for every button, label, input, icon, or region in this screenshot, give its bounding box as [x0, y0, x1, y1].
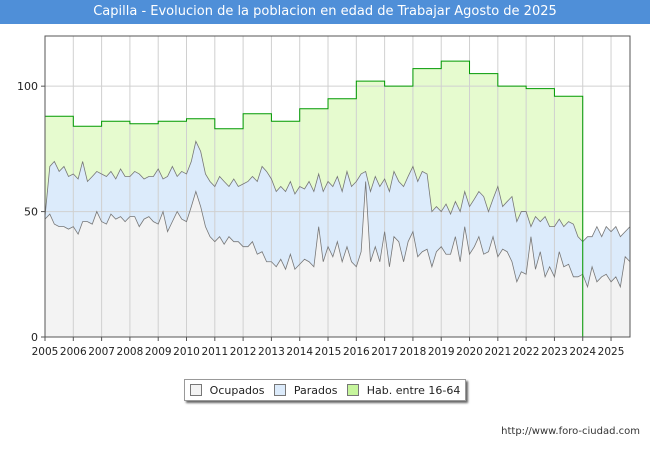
legend-label-hab: Hab. entre 16-64 — [366, 383, 461, 397]
x-tick-label: 2019 — [428, 346, 455, 358]
chart-legend: Ocupados Parados Hab. entre 16-64 — [184, 379, 466, 401]
series-hab-line — [45, 60, 630, 338]
legend-label-parados: Parados — [293, 383, 338, 397]
x-tick-label: 2022 — [513, 346, 540, 358]
y-tick-label: 0 — [31, 331, 38, 344]
x-tick-label: 2016 — [343, 346, 370, 358]
series-ocupados-line — [44, 181, 631, 289]
y-tick-label: 50 — [24, 206, 38, 219]
series-parados-line — [44, 140, 631, 243]
x-tick-label: 2009 — [145, 346, 172, 358]
x-tick-label: 2014 — [286, 346, 313, 358]
legend-swatch-parados — [273, 384, 286, 396]
legend-item-ocupados: Ocupados — [189, 383, 265, 397]
y-tick-label: 100 — [17, 80, 38, 93]
x-tick-label: 2021 — [484, 346, 511, 358]
footer-url[interactable]: http://www.foro-ciudad.com — [501, 426, 640, 437]
series-ocupados-area — [45, 181, 630, 337]
x-tick-label: 2013 — [258, 346, 285, 358]
x-tick-label: 2012 — [230, 346, 257, 358]
x-tick-label: 2006 — [60, 346, 87, 358]
x-tick-label: 2025 — [598, 346, 625, 358]
x-tick-label: 2017 — [371, 346, 398, 358]
x-tick-label: 2008 — [117, 346, 144, 358]
plot-frame — [44, 35, 631, 338]
chart-title: Capilla - Evolucion de la poblacion en e… — [0, 0, 650, 24]
x-tick-label: 2024 — [569, 346, 596, 358]
x-tick-label: 2005 — [32, 346, 59, 358]
x-tick-label: 2018 — [400, 346, 427, 358]
legend-swatch-hab — [346, 384, 359, 396]
x-tick-label: 2020 — [456, 346, 483, 358]
legend-label-ocupados: Ocupados — [209, 383, 265, 397]
legend-item-hab: Hab. entre 16-64 — [346, 383, 461, 397]
legend-swatch-ocupados — [189, 384, 202, 396]
x-tick-label: 2011 — [201, 346, 228, 358]
x-tick-label: 2015 — [315, 346, 342, 358]
x-tick-label: 2010 — [173, 346, 200, 358]
x-tick-label: 2023 — [541, 346, 568, 358]
legend-item-parados: Parados — [273, 383, 338, 397]
x-tick-label: 2007 — [88, 346, 115, 358]
